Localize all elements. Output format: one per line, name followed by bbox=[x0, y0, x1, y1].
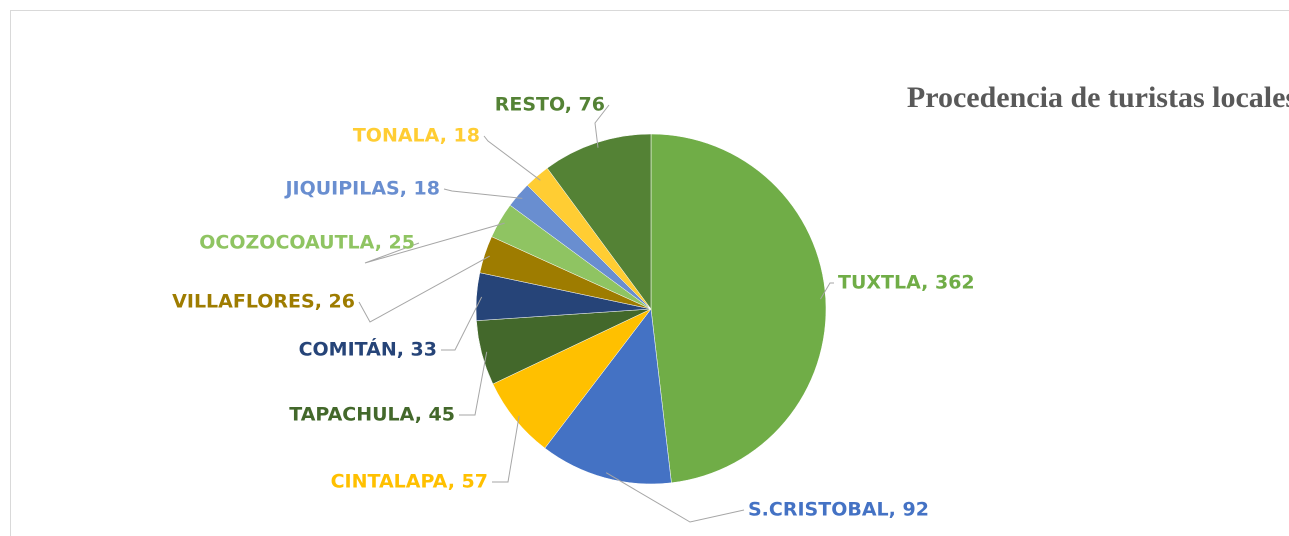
chart-title: Procedencia de turistas locales bbox=[907, 81, 1289, 114]
data-label: JIQUIPILAS, 18 bbox=[283, 178, 440, 200]
data-label: TONALA, 18 bbox=[353, 125, 480, 147]
leader-line bbox=[443, 188, 523, 199]
leader-line bbox=[605, 472, 745, 523]
leader-line bbox=[441, 296, 483, 351]
leader-line bbox=[492, 415, 520, 483]
leader-line bbox=[820, 282, 834, 300]
chart-frame bbox=[10, 10, 1289, 536]
data-label: TUXTLA, 362 bbox=[838, 272, 975, 294]
leader-line bbox=[459, 351, 488, 416]
data-label: COMITÁN, 33 bbox=[299, 338, 437, 361]
pie-slice: TUXTLA bbox=[650, 133, 827, 484]
data-label: TAPACHULA, 45 bbox=[289, 404, 455, 426]
pie-slice: S.CRISTOBAL bbox=[544, 308, 672, 485]
data-label: RESTO, 76 bbox=[495, 94, 605, 116]
leader-line bbox=[358, 255, 490, 323]
data-label: VILLAFLORES, 26 bbox=[172, 291, 355, 313]
leader-line bbox=[594, 104, 610, 148]
data-label: CINTALAPA, 57 bbox=[331, 471, 488, 493]
leader-line bbox=[364, 222, 505, 264]
pie-slice: RESTO bbox=[546, 133, 652, 310]
data-label: S.CRISTOBAL, 92 bbox=[748, 499, 929, 521]
data-label: OCOZOCOAUTLA, 25 bbox=[199, 232, 415, 254]
leader-line bbox=[483, 135, 541, 181]
